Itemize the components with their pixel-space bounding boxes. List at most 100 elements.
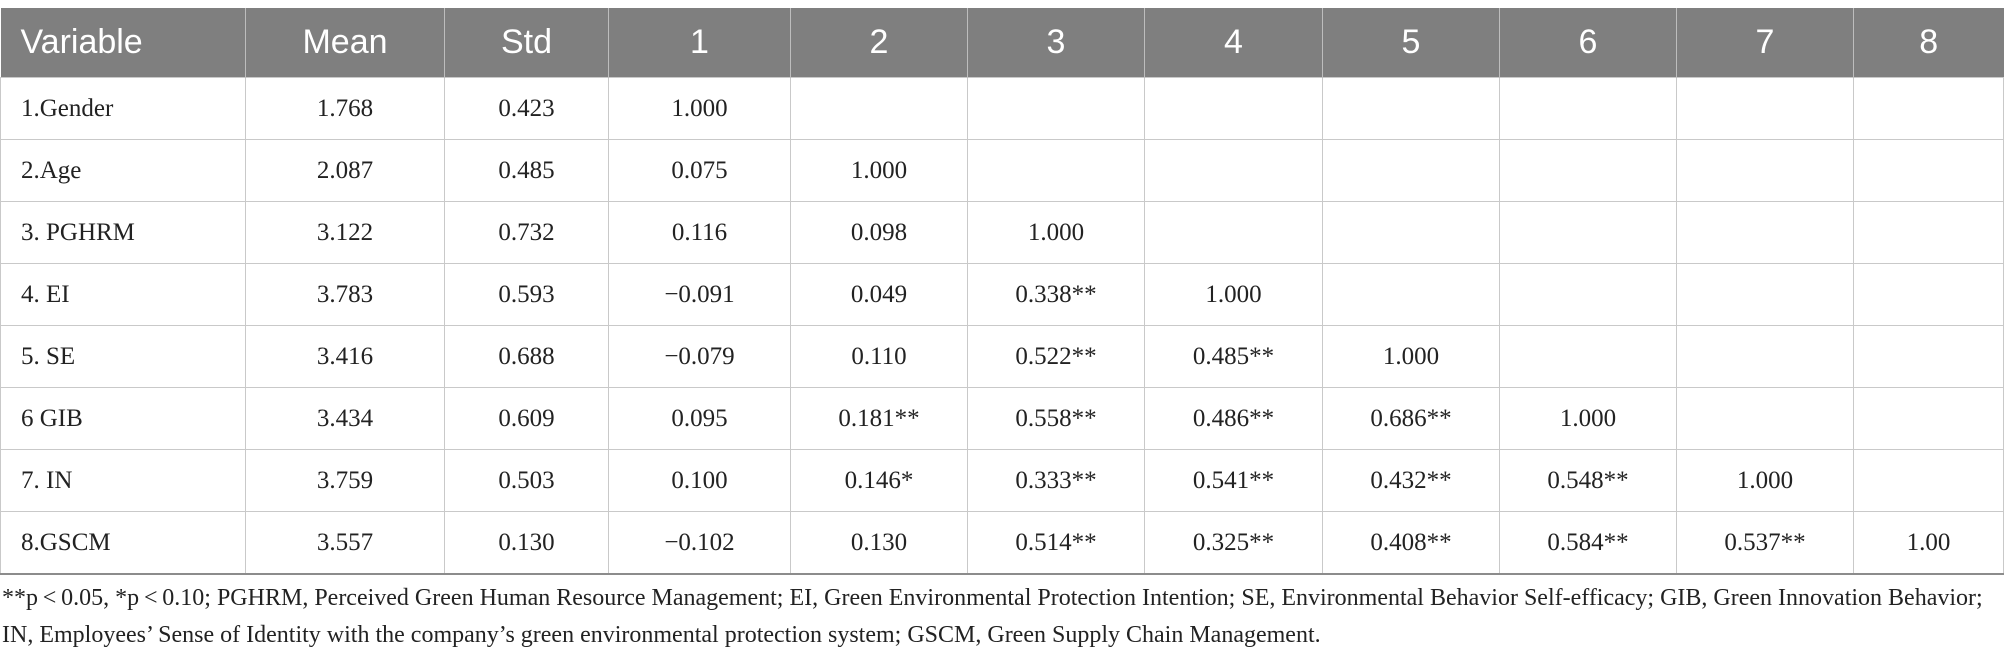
table-cell (1499, 263, 1677, 326)
table-cell: 0.095 (608, 387, 791, 450)
table-row: 5. SE 3.416 0.688 −0.079 0.110 0.522** 0.485**… (0, 325, 2004, 388)
table-cell (1499, 325, 1677, 388)
table-cell: 0.116 (608, 201, 791, 264)
table-cell: 2.087 (245, 139, 445, 202)
header-mean: Mean (245, 8, 445, 78)
table-cell (1144, 139, 1323, 202)
table-cell (967, 77, 1145, 140)
table-cell: 1.00 (1853, 511, 2004, 575)
table-cell: 1.000 (1322, 325, 1500, 388)
table-body: 1.Gender 1.768 0.423 1.000 2.Age 2.087 0.485 0.… (0, 77, 2004, 575)
table-cell: 0.558** (967, 387, 1145, 450)
table-row: 4. EI 3.783 0.593 −0.091 0.049 0.338** 1.000 (0, 263, 2004, 326)
table-cell: 0.688 (444, 325, 609, 388)
table-cell: 1.000 (608, 77, 791, 140)
table-row: 2.Age 2.087 0.485 0.075 1.000 (0, 139, 2004, 202)
table-cell: 0.485 (444, 139, 609, 202)
header-col-4: 4 (1144, 8, 1323, 78)
table-cell (967, 139, 1145, 202)
table-cell: 1.768 (245, 77, 445, 140)
correlation-table: Variable Mean Std 1 2 3 4 5 6 7 8 1.Gend… (0, 8, 2004, 575)
table-cell: 0.522** (967, 325, 1145, 388)
table-cell: 3.434 (245, 387, 445, 450)
table-cell: 0.325** (1144, 511, 1323, 575)
table-cell: 1.000 (967, 201, 1145, 264)
table-cell (1853, 325, 2004, 388)
table-cell (1499, 77, 1677, 140)
table-cell: 0.486** (1144, 387, 1323, 450)
table-cell: 1.000 (1144, 263, 1323, 326)
table-cell: 0.146* (790, 449, 968, 512)
variable-name-cell: 4. EI (0, 263, 246, 326)
table-cell: 0.110 (790, 325, 968, 388)
table-cell (1322, 139, 1500, 202)
table-cell: 0.686** (1322, 387, 1500, 450)
table-cell: 0.732 (444, 201, 609, 264)
table-cell: 0.541** (1144, 449, 1323, 512)
header-std: Std (444, 8, 609, 78)
table-cell: 0.593 (444, 263, 609, 326)
variable-name-cell: 8.GSCM (0, 511, 246, 575)
header-col-5: 5 (1322, 8, 1500, 78)
table-cell: 3.557 (245, 511, 445, 575)
table-footnote: **p < 0.05, *p < 0.10; PGHRM, Perceived … (2, 585, 1983, 648)
table-header: Variable Mean Std 1 2 3 4 5 6 7 8 (0, 8, 2004, 78)
table-cell: 0.408** (1322, 511, 1500, 575)
table-row: 3. PGHRM 3.122 0.732 0.116 0.098 1.000 (0, 201, 2004, 264)
table-cell: 0.423 (444, 77, 609, 140)
table-cell (1322, 77, 1500, 140)
table-cell (1144, 201, 1323, 264)
table-cell: 0.181** (790, 387, 968, 450)
table-cell: 3.416 (245, 325, 445, 388)
table-cell (1676, 201, 1854, 264)
table-cell: −0.079 (608, 325, 791, 388)
table-cell (1676, 387, 1854, 450)
table-cell: 3.783 (245, 263, 445, 326)
header-col-1: 1 (608, 8, 791, 78)
table-cell: 0.130 (444, 511, 609, 575)
table-cell (1676, 263, 1854, 326)
table-cell: −0.091 (608, 263, 791, 326)
table-row: 1.Gender 1.768 0.423 1.000 (0, 77, 2004, 140)
table-cell: 3.122 (245, 201, 445, 264)
table-cell (1853, 201, 2004, 264)
table-row: 6 GIB 3.434 0.609 0.095 0.181** 0.558** 0.486*… (0, 387, 2004, 450)
table-cell: 0.338** (967, 263, 1145, 326)
variable-name-cell: 6 GIB (0, 387, 246, 450)
table-cell (1853, 449, 2004, 512)
header-col-8: 8 (1853, 8, 2004, 78)
header-col-7: 7 (1676, 8, 1854, 78)
table-cell (1144, 77, 1323, 140)
table-cell: 3.759 (245, 449, 445, 512)
table-cell: 0.609 (444, 387, 609, 450)
variable-name-cell: 2.Age (0, 139, 246, 202)
table-cell (1676, 77, 1854, 140)
header-col-6: 6 (1499, 8, 1677, 78)
header-col-2: 2 (790, 8, 968, 78)
header-col-3: 3 (967, 8, 1145, 78)
header-row: Variable Mean Std 1 2 3 4 5 6 7 8 (0, 8, 2004, 78)
table-cell: 0.130 (790, 511, 968, 575)
table-row: 7. IN 3.759 0.503 0.100 0.146* 0.333** 0.541**… (0, 449, 2004, 512)
table-cell: 0.514** (967, 511, 1145, 575)
table-row: 8.GSCM 3.557 0.130 −0.102 0.130 0.514** 0.325*… (0, 511, 2004, 575)
table-cell: 0.584** (1499, 511, 1677, 575)
variable-name-cell: 3. PGHRM (0, 201, 246, 264)
table-cell (1499, 139, 1677, 202)
table-cell (790, 77, 968, 140)
table-cell: 0.548** (1499, 449, 1677, 512)
table-cell: 1.000 (1499, 387, 1677, 450)
table-cell: 0.485** (1144, 325, 1323, 388)
table-cell (1853, 139, 2004, 202)
header-variable: Variable (0, 8, 246, 78)
table-cell: 0.503 (444, 449, 609, 512)
table-cell: 0.537** (1676, 511, 1854, 575)
table-cell (1676, 139, 1854, 202)
variable-name-cell: 7. IN (0, 449, 246, 512)
table-cell: 0.049 (790, 263, 968, 326)
table-cell (1322, 201, 1500, 264)
table-cell: 1.000 (790, 139, 968, 202)
table-cell (1853, 263, 2004, 326)
table-cell (1676, 325, 1854, 388)
table-cell: 0.333** (967, 449, 1145, 512)
